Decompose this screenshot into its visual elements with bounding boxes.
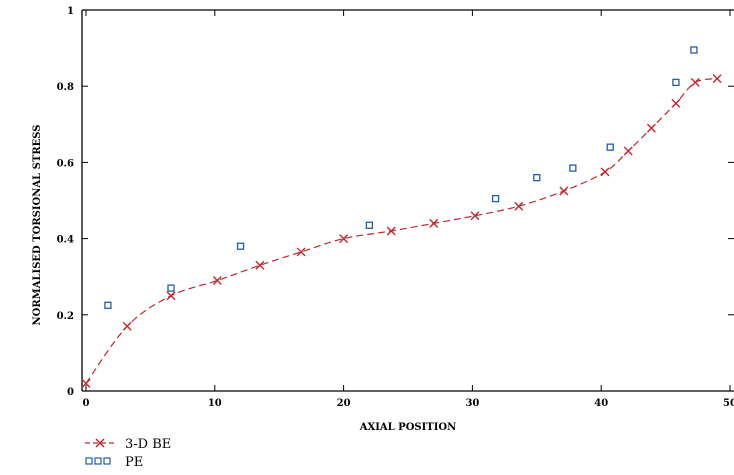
series-3d-be-point — [386, 226, 396, 236]
series-3d-be-point — [600, 167, 610, 177]
series-3d-be-point — [646, 123, 656, 133]
x-tick-label: 30 — [465, 398, 479, 409]
series-3d-be-point — [712, 74, 722, 84]
y-tick-label: 0.6 — [57, 158, 74, 169]
y-axis-title: NORMALISED TORSIONAL STRESS — [32, 124, 43, 325]
series-3d-be-point — [470, 211, 480, 221]
x-axis-ticks: 0 10 20 30 40 50 — [83, 10, 734, 409]
series-pe-point — [533, 173, 541, 182]
series-3d-be-point — [296, 247, 306, 257]
legend-pe-label: PE — [125, 455, 143, 470]
x-tick-label: 10 — [208, 398, 222, 409]
series-3d-be-point — [212, 276, 222, 286]
series-3d-be-point — [690, 77, 700, 87]
plot-frame — [81, 9, 734, 392]
series-3d-be-point — [671, 98, 681, 108]
y-axis-ticks: 0 0.2 0.4 0.6 0.8 1 — [57, 6, 734, 398]
legend-pe-marker-1 — [85, 457, 93, 465]
series-pe-point — [236, 242, 245, 250]
y-tick-label: 0 — [67, 387, 74, 398]
x-tick-label: 0 — [83, 398, 90, 409]
x-axis-title: AXIAL POSITION — [359, 422, 457, 433]
legend-pe-marker-2 — [94, 457, 102, 465]
series-3d-be-point — [514, 201, 524, 211]
legend-be-marker — [95, 438, 105, 448]
legend: 3-D BE PE — [85, 437, 171, 470]
series-pe-point — [167, 284, 175, 292]
y-tick-label: 0.8 — [57, 82, 74, 93]
x-tick-label: 50 — [723, 398, 734, 409]
series-pe-point — [690, 46, 698, 54]
legend-pe-marker-3 — [103, 457, 111, 465]
series-3d-be-point — [81, 378, 91, 388]
series-pe-point — [491, 194, 500, 203]
y-tick-label: 1 — [67, 6, 74, 17]
x-tick-label: 20 — [337, 398, 351, 409]
y-tick-label: 0.4 — [57, 235, 74, 246]
legend-be-label: 3-D BE — [125, 437, 171, 452]
series-pe-point — [672, 78, 680, 87]
x-tick-label: 40 — [594, 398, 608, 409]
series-pe-point — [569, 164, 577, 172]
y-tick-label: 0.2 — [57, 311, 74, 322]
series-3d-be-point — [339, 234, 349, 244]
series-3d-be-point — [429, 218, 439, 228]
series-3d-be-point — [166, 291, 176, 301]
series-pe-point — [365, 221, 374, 229]
series-3d-be-line — [85, 77, 718, 384]
series-layer — [81, 46, 722, 388]
series-pe-point — [104, 301, 112, 309]
series-3d-be-point — [255, 260, 265, 270]
series-3d-be-point — [623, 146, 633, 156]
series-3d-be-point — [559, 186, 569, 196]
series-3d-be-point — [122, 321, 132, 331]
series-pe-point — [606, 143, 614, 151]
